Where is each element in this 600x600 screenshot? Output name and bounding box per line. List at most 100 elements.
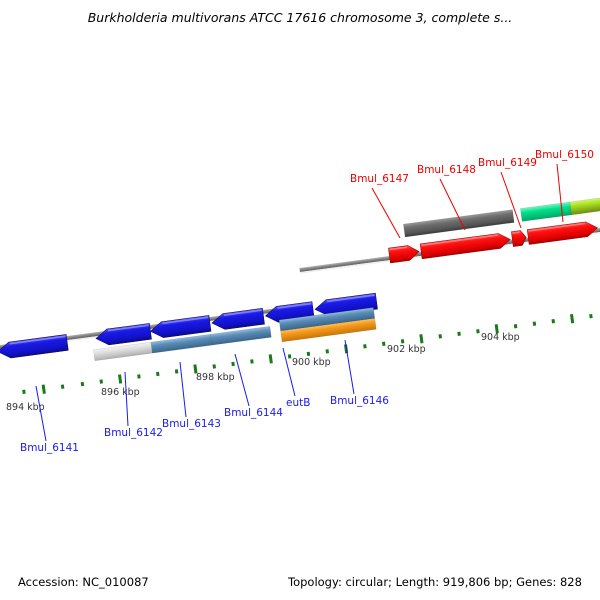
scale-tick [287, 354, 292, 359]
gene-body [419, 233, 511, 260]
tick-mark [193, 364, 198, 374]
tick-mark [419, 334, 424, 344]
tick-mark [41, 384, 46, 394]
tick-mark [325, 349, 330, 354]
label-text: Bmul_6144 [224, 407, 283, 419]
tick-mark [250, 359, 254, 364]
domain-body [210, 326, 272, 346]
domain-track-lower [93, 307, 377, 361]
scale-tick [382, 341, 386, 347]
scale-tick [156, 371, 160, 377]
scale-tick [419, 334, 424, 344]
gene-body [211, 307, 265, 330]
gene-label-bmul_6142[interactable]: Bmul_6142 [104, 371, 163, 439]
tick-mark [306, 351, 311, 357]
tick-mark [513, 324, 518, 329]
tick-mark [494, 324, 499, 334]
scale-tick [570, 314, 575, 324]
gene-arrow-forward[interactable] [388, 244, 420, 264]
accession-label: Accession: NC_010087 [18, 575, 149, 589]
gene-label-bmul_6147[interactable]: Bmul_6147 [350, 173, 409, 239]
gene-label-bmul_6149[interactable]: Bmul_6149 [478, 157, 537, 229]
gene-highlight [528, 222, 585, 232]
gene-label-eutb[interactable]: eutB [282, 347, 310, 409]
scale-tick [325, 349, 330, 354]
label-leader-line [124, 371, 129, 427]
gene-highlight [223, 309, 262, 316]
gene-body [150, 315, 212, 338]
tick-mark [551, 319, 556, 324]
gene-highlight [326, 294, 375, 303]
scale-tick [400, 339, 405, 344]
tick-mark [382, 341, 386, 347]
gene-label-bmul_6148[interactable]: Bmul_6148 [417, 164, 476, 231]
scale-tick [41, 384, 46, 394]
domain-yellow-green[interactable] [569, 197, 600, 216]
gene-label-bmul_6150[interactable]: Bmul_6150 [535, 149, 594, 223]
gene-highlight [277, 302, 312, 309]
scale-tick [118, 374, 123, 384]
gene-arrow-forward[interactable] [419, 232, 511, 260]
scale-tick [99, 379, 104, 384]
gene-arrow-reverse[interactable] [0, 334, 69, 359]
scale-tick [513, 324, 518, 329]
label-text: Bmul_6141 [20, 442, 79, 454]
scale-tick [80, 381, 85, 387]
tick-mark [268, 354, 273, 364]
domain-gray-dark[interactable] [403, 209, 515, 238]
gene-body [95, 323, 152, 346]
scale-tick [457, 331, 461, 336]
gene-arrow-forward[interactable] [526, 220, 599, 245]
tick-mark [532, 321, 537, 326]
scale-tick [231, 361, 235, 367]
scale-tick [476, 329, 480, 334]
label-leader-line [371, 187, 401, 239]
gene-highlight [389, 246, 408, 251]
tick-mark [400, 339, 405, 344]
gene-label-bmul_6141[interactable]: Bmul_6141 [20, 385, 79, 454]
label-leader-line [439, 178, 466, 231]
gene-label-bmul_6146[interactable]: Bmul_6146 [330, 339, 389, 407]
forward-genes-group [388, 220, 599, 264]
domain-body [280, 318, 377, 343]
gene-arrow-reverse[interactable] [149, 315, 212, 339]
tick-mark [174, 369, 179, 374]
tick-mark [476, 329, 480, 334]
label-leader-line [35, 385, 47, 442]
gene-label-bmul_6143[interactable]: Bmul_6143 [162, 361, 221, 430]
gene-highlight [162, 316, 209, 325]
tick-mark [212, 364, 217, 369]
page-title: Burkholderia multivorans ATCC 17616 chro… [88, 10, 513, 25]
gene-arrow-reverse[interactable] [211, 307, 265, 331]
label-leader-line [282, 347, 296, 397]
scale-label: 896 kbp [101, 387, 140, 398]
tick-mark [570, 314, 575, 324]
tick-mark [22, 389, 26, 395]
domain-steel-blue[interactable] [210, 326, 272, 346]
scale-tick [494, 324, 499, 334]
gene-body [0, 334, 69, 359]
scale-tick [60, 384, 65, 389]
label-text: Bmul_6150 [535, 149, 594, 161]
tick-mark [457, 331, 461, 336]
tick-mark [80, 381, 85, 387]
gene-body [511, 230, 527, 247]
scale-tick [363, 344, 367, 349]
gene-highlight [9, 335, 66, 345]
tick-mark [287, 354, 292, 359]
tick-mark [60, 384, 65, 389]
domain-orange[interactable] [280, 318, 377, 343]
scale-tick [551, 319, 556, 324]
gene-highlight [421, 234, 498, 247]
scale-label: 900 kbp [292, 357, 331, 368]
gene-arrow-forward[interactable] [511, 230, 527, 247]
scale-label: 894 kbp [6, 402, 45, 413]
gene-body [526, 221, 599, 245]
gene-label-bmul_6144[interactable]: Bmul_6144 [224, 353, 283, 419]
gene-arrow-reverse[interactable] [95, 323, 152, 346]
scale-tick [268, 354, 273, 364]
label-text: Bmul_6149 [478, 157, 537, 169]
tick-mark [137, 374, 141, 379]
